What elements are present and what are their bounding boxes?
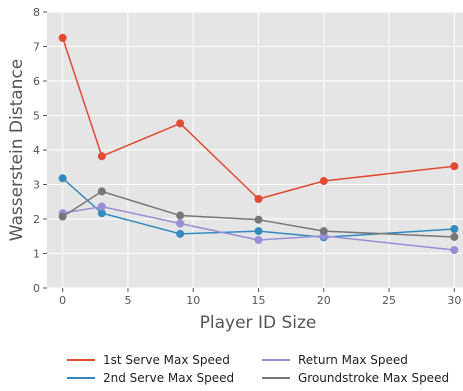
y-tick-label: 6: [33, 75, 40, 88]
data-point: [176, 229, 185, 238]
data-point: [450, 225, 459, 234]
data-point: [58, 174, 67, 183]
data-point: [58, 33, 67, 42]
data-point: [254, 215, 263, 224]
data-point: [319, 227, 328, 236]
legend: 1st Serve Max Speed 2nd Serve Max Speed Re…: [67, 353, 449, 385]
data-point: [450, 246, 459, 255]
x-tick-label: 15: [252, 294, 266, 307]
data-point: [97, 187, 106, 196]
data-point: [319, 177, 328, 186]
y-tick-label: 2: [33, 213, 40, 226]
x-tick-label: 30: [447, 294, 461, 307]
data-point: [450, 162, 459, 171]
data-point: [58, 212, 67, 221]
y-tick-label: 8: [33, 6, 40, 19]
data-point: [254, 227, 263, 236]
legend-label: Groundstroke Max Speed: [298, 371, 449, 385]
data-point: [254, 236, 263, 245]
data-point: [97, 152, 106, 161]
y-tick-label: 1: [33, 248, 40, 261]
x-tick-label: 10: [186, 294, 200, 307]
x-tick-label: 20: [317, 294, 331, 307]
series-line: [62, 190, 455, 238]
series-line: [61, 37, 455, 200]
series-line: [62, 205, 455, 251]
y-tick-label: 5: [33, 110, 40, 123]
data-point: [254, 194, 263, 203]
y-tick-label: 3: [33, 179, 40, 192]
data-point: [176, 219, 185, 228]
x-tick-label: 25: [382, 294, 396, 307]
x-tick-label: 0: [59, 294, 66, 307]
legend-label: 2nd Serve Max Speed: [103, 371, 234, 385]
y-tick-label: 4: [33, 144, 40, 157]
legend-label: Return Max Speed: [298, 353, 408, 367]
data-point: [97, 209, 106, 218]
data-point: [176, 119, 185, 128]
data-point: [97, 202, 106, 211]
y-axis-label: Wasserstein Distance: [7, 59, 27, 242]
tick-labels: 0 1 2 3 4 5 6 7 8 0 5 10 15 20 25 30: [33, 6, 461, 307]
data-point: [176, 211, 185, 220]
y-tick-label: 7: [33, 41, 40, 54]
legend-label: 1st Serve Max Speed: [103, 353, 230, 367]
x-tick-label: 5: [124, 294, 131, 307]
x-axis-label: Player ID Size: [200, 313, 317, 333]
y-tick-label: 0: [33, 282, 40, 295]
data-point: [450, 232, 459, 241]
series-group: [58, 33, 459, 255]
